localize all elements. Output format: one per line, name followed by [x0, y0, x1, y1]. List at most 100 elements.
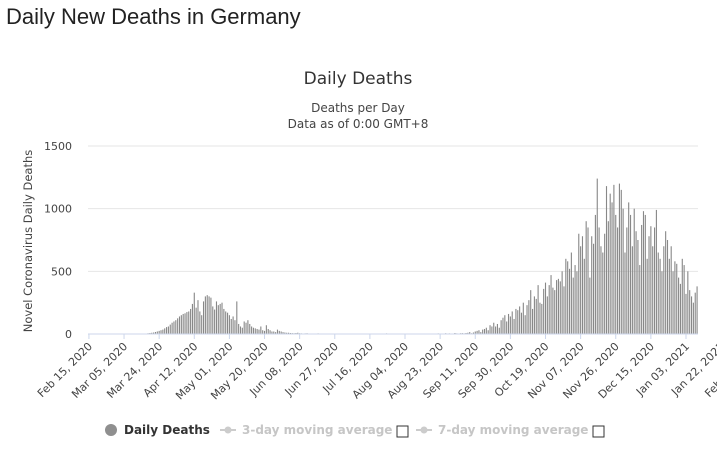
bar[interactable]: [559, 281, 561, 334]
bar[interactable]: [234, 320, 236, 334]
bar[interactable]: [613, 184, 615, 334]
bar[interactable]: [297, 332, 299, 334]
bar[interactable]: [228, 315, 230, 334]
bar[interactable]: [467, 332, 469, 334]
bar[interactable]: [563, 286, 565, 334]
bar[interactable]: [493, 322, 495, 334]
bar[interactable]: [232, 316, 234, 334]
bar[interactable]: [519, 306, 521, 334]
bar[interactable]: [602, 252, 604, 334]
bar-series[interactable]: [134, 178, 698, 335]
bar[interactable]: [654, 227, 656, 334]
bar[interactable]: [678, 277, 680, 334]
bar[interactable]: [646, 258, 648, 334]
bar[interactable]: [227, 312, 229, 334]
bar[interactable]: [609, 193, 611, 334]
bar[interactable]: [215, 301, 218, 334]
bar[interactable]: [696, 286, 698, 334]
bar[interactable]: [687, 271, 689, 334]
bar[interactable]: [206, 295, 208, 334]
bar[interactable]: [576, 271, 578, 334]
bar[interactable]: [546, 296, 548, 334]
bar[interactable]: [624, 252, 626, 334]
bar[interactable]: [487, 330, 489, 334]
bar[interactable]: [504, 315, 506, 334]
bar[interactable]: [637, 240, 639, 334]
bar[interactable]: [175, 320, 177, 334]
bar[interactable]: [476, 330, 478, 334]
bar[interactable]: [530, 290, 532, 334]
bar[interactable]: [652, 246, 654, 334]
bar[interactable]: [666, 240, 669, 334]
bar[interactable]: [600, 246, 602, 334]
bar[interactable]: [655, 209, 657, 334]
bar[interactable]: [195, 307, 197, 334]
bar[interactable]: [661, 271, 663, 334]
bar[interactable]: [681, 258, 683, 334]
bar[interactable]: [225, 311, 227, 334]
bar[interactable]: [641, 224, 643, 334]
bar[interactable]: [692, 302, 694, 334]
bar[interactable]: [154, 331, 157, 334]
bar[interactable]: [572, 277, 574, 334]
bar[interactable]: [615, 214, 617, 334]
bar[interactable]: [517, 310, 519, 334]
bar[interactable]: [650, 226, 652, 334]
bar[interactable]: [689, 290, 691, 334]
bar[interactable]: [543, 288, 545, 334]
bar[interactable]: [507, 313, 510, 334]
bar[interactable]: [557, 278, 559, 334]
bar[interactable]: [596, 178, 598, 334]
bar[interactable]: [500, 320, 502, 334]
bar[interactable]: [223, 308, 225, 334]
bar[interactable]: [265, 325, 267, 334]
bar[interactable]: [617, 227, 619, 334]
bar[interactable]: [561, 271, 563, 334]
bar[interactable]: [511, 311, 513, 334]
bar[interactable]: [249, 323, 251, 334]
bar[interactable]: [591, 236, 593, 334]
bar[interactable]: [284, 332, 286, 335]
bar[interactable]: [252, 327, 254, 334]
bar[interactable]: [267, 328, 269, 334]
bar[interactable]: [515, 308, 517, 334]
bar[interactable]: [607, 221, 609, 334]
bar[interactable]: [544, 282, 547, 334]
bar[interactable]: [197, 300, 199, 334]
bar[interactable]: [648, 236, 650, 334]
bar[interactable]: [210, 297, 212, 334]
bar[interactable]: [495, 326, 497, 334]
bar[interactable]: [522, 302, 524, 334]
bar[interactable]: [177, 318, 179, 334]
bar[interactable]: [186, 312, 188, 334]
bar[interactable]: [173, 321, 175, 334]
bar[interactable]: [204, 296, 206, 334]
bar[interactable]: [480, 332, 482, 334]
bar[interactable]: [199, 311, 201, 334]
bar[interactable]: [245, 322, 247, 334]
bar[interactable]: [635, 231, 637, 334]
bar[interactable]: [668, 258, 670, 334]
bar[interactable]: [188, 311, 190, 334]
bar[interactable]: [180, 315, 182, 334]
bar[interactable]: [670, 246, 672, 334]
bar[interactable]: [548, 285, 550, 334]
bar[interactable]: [219, 303, 221, 334]
bar[interactable]: [567, 261, 569, 334]
bar[interactable]: [164, 328, 166, 334]
bar[interactable]: [537, 285, 539, 334]
bar[interactable]: [230, 318, 232, 334]
bar[interactable]: [631, 246, 633, 334]
bar[interactable]: [201, 315, 203, 334]
bar[interactable]: [238, 323, 240, 334]
bar[interactable]: [583, 258, 585, 334]
bar[interactable]: [166, 327, 168, 334]
bar[interactable]: [485, 327, 487, 334]
bar[interactable]: [509, 316, 511, 334]
bar[interactable]: [273, 331, 275, 334]
bar[interactable]: [178, 316, 181, 334]
bar[interactable]: [236, 301, 238, 334]
bar[interactable]: [262, 330, 264, 334]
bar[interactable]: [167, 326, 169, 334]
bar[interactable]: [520, 312, 523, 334]
